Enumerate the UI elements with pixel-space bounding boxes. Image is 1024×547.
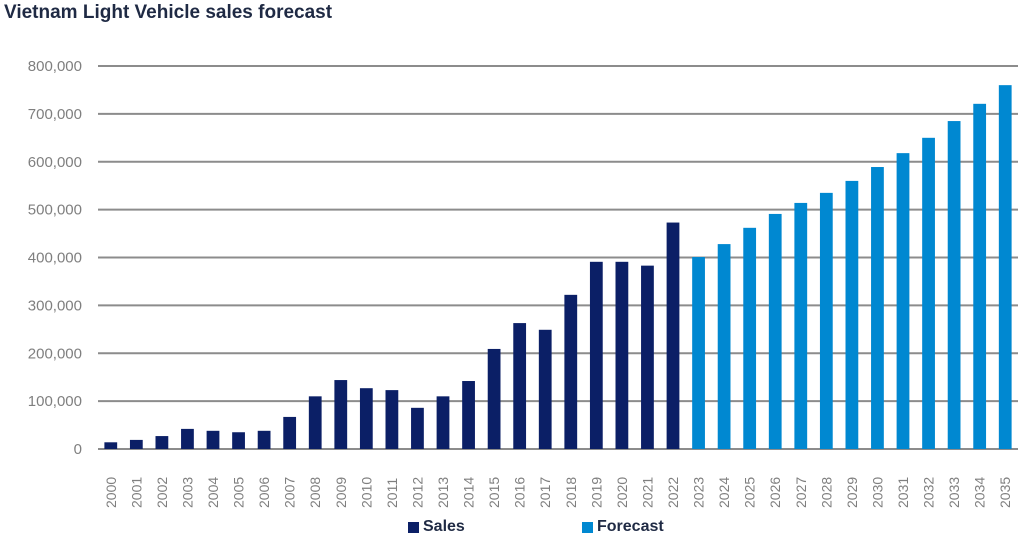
bar-sales-2003 [181, 428, 194, 449]
bar-sales-2017 [538, 329, 552, 449]
x-tick-label: 2005 [231, 477, 247, 508]
legend-item-forecast: Forecast [582, 518, 664, 536]
x-tick-label: 2022 [665, 477, 681, 508]
bar-sales-2022 [666, 222, 680, 449]
bar-forecast-2031 [896, 153, 910, 449]
x-tick-label: 2020 [614, 477, 630, 508]
chart-title: Vietnam Light Vehicle sales forecast [4, 2, 333, 23]
x-tick-label: 2012 [409, 477, 425, 508]
x-tick-label: 2035 [997, 477, 1013, 508]
x-tick-label: 2029 [844, 477, 860, 508]
y-tick-label: 100,000 [28, 393, 82, 410]
bars [104, 85, 1012, 450]
bar-sales-2013 [436, 396, 450, 449]
bar-forecast-2033 [947, 121, 961, 450]
bar-sales-2010 [359, 388, 373, 449]
bar-sales-2008 [308, 396, 322, 449]
y-axis: 0 100,000 200,000 300,000 400,000 500,000 600,… [28, 58, 82, 458]
x-tick-label: 2021 [639, 477, 655, 508]
bar-sales-2001 [129, 439, 143, 449]
x-tick-label: 2030 [869, 477, 885, 508]
x-tick-label: 2031 [895, 477, 911, 508]
bar-sales-2004 [206, 430, 220, 449]
x-tick-label: 2018 [563, 477, 579, 508]
bar-sales-2000 [104, 442, 118, 449]
y-tick-label: 800,000 [28, 58, 82, 75]
bar-sales-2007 [283, 416, 297, 449]
bar-forecast-2028 [819, 192, 833, 449]
bar-sales-2002 [155, 436, 169, 449]
bar-forecast-2030 [871, 167, 884, 450]
bar-sales-2018 [564, 294, 578, 449]
y-tick-label: 700,000 [28, 106, 82, 123]
bar-sales-2006 [257, 430, 271, 449]
x-tick-label: 2002 [154, 477, 170, 508]
x-tick-label: 2023 [691, 477, 707, 508]
legend-label-sales: Sales [423, 518, 465, 535]
bar-sales-2005 [232, 432, 245, 449]
bar-forecast-2034 [973, 103, 987, 449]
bar-forecast-2025 [743, 227, 757, 449]
bar-sales-2021 [641, 265, 654, 449]
x-tick-label: 2025 [742, 477, 758, 508]
x-tick-label: 2024 [716, 477, 732, 508]
bar-sales-2016 [513, 323, 527, 449]
x-tick-label: 2010 [358, 477, 374, 508]
y-tick-label: 200,000 [28, 345, 82, 362]
y-tick-label: 400,000 [28, 250, 82, 267]
x-tick-label: 2011 [384, 478, 400, 508]
x-tick-label: 2013 [435, 477, 451, 508]
legend-label-forecast: Forecast [597, 518, 664, 535]
bar-sales-2019 [589, 261, 603, 449]
x-tick-label: 2019 [588, 477, 604, 508]
x-tick-label: 2026 [767, 477, 783, 508]
x-tick-label: 2000 [103, 477, 119, 508]
x-tick-label: 2014 [461, 477, 477, 508]
bar-sales-2012 [411, 407, 424, 449]
x-tick-label: 2006 [256, 477, 272, 508]
bar-forecast-2023 [692, 257, 705, 449]
bar-forecast-2035 [998, 85, 1012, 450]
x-tick-label: 2033 [946, 477, 962, 508]
x-tick-label: 2001 [128, 477, 144, 508]
bar-forecast-2026 [768, 213, 782, 449]
bar-forecast-2032 [922, 137, 935, 449]
legend-swatch-forecast [582, 521, 593, 533]
x-tick-label: 2016 [512, 477, 528, 508]
x-tick-label: 2008 [307, 477, 323, 508]
x-axis: 2000 2001 2002 2003 2004 2005 2006 2007 2008 2009… [103, 477, 1013, 508]
y-tick-label: 600,000 [28, 154, 82, 171]
y-tick-label: 0 [74, 441, 82, 458]
bar-forecast-2024 [717, 244, 731, 449]
x-tick-label: 2015 [486, 477, 502, 508]
x-tick-label: 2032 [921, 477, 937, 508]
gridlines [98, 65, 1018, 450]
x-tick-label: 2017 [537, 477, 553, 508]
bar-sales-2020 [615, 261, 629, 449]
x-tick-label: 2028 [818, 477, 834, 508]
bar-forecast-2029 [845, 180, 859, 449]
x-tick-label: 2003 [179, 477, 195, 508]
legend-swatch-sales [408, 521, 419, 533]
bar-sales-2011 [385, 390, 399, 449]
x-tick-label: 2004 [205, 477, 221, 508]
x-tick-label: 2034 [972, 477, 988, 508]
legend-item-sales: Sales [408, 518, 465, 536]
bar-sales-2015 [487, 348, 501, 449]
y-tick-label: 500,000 [28, 202, 82, 219]
bar-forecast-2027 [794, 202, 808, 449]
x-tick-label: 2007 [282, 477, 298, 508]
x-tick-label: 2009 [333, 477, 349, 508]
bar-sales-2014 [462, 381, 475, 449]
x-tick-label: 2027 [793, 477, 809, 508]
bar-sales-2009 [334, 380, 348, 449]
y-tick-label: 300,000 [28, 297, 82, 314]
